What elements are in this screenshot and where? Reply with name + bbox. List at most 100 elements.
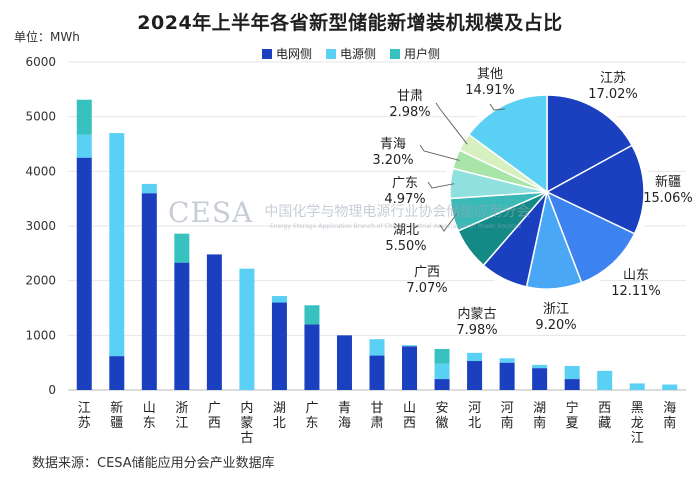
bar-segment <box>467 361 483 390</box>
legend-label-grid: 电网侧 <box>276 47 313 61</box>
x-tick-label: 湖 <box>273 401 286 416</box>
x-tick-label: 江 <box>631 431 644 446</box>
bar-segment <box>499 358 515 363</box>
pie-percent-label: 9.20% <box>535 318 576 333</box>
x-tick-label: 肃 <box>370 416 383 431</box>
x-tick-label: 西 <box>598 401 611 416</box>
pie-slice <box>545 144 645 235</box>
bar-segment <box>271 302 287 390</box>
legend-item-grid: 电网侧 <box>262 45 312 62</box>
x-tick-label: 南 <box>533 415 546 431</box>
x-tick-label: 东 <box>305 416 318 431</box>
bar-segment <box>369 339 385 356</box>
x-tick-label: 青 <box>338 401 351 416</box>
x-tick-label: 南 <box>501 415 514 431</box>
x-tick-label: 海 <box>663 401 676 416</box>
pie-percent-label: 4.97% <box>384 192 425 207</box>
pie-percent-label: 2.98% <box>389 105 430 120</box>
x-tick-label: 江 <box>175 416 188 431</box>
bar-segment <box>434 349 450 364</box>
watermark-text: 中国化学与物理电源行业协会储能应用分会 <box>264 204 531 220</box>
x-tick-label: 广 <box>305 401 318 416</box>
x-tick-label: 藏 <box>598 416 611 431</box>
pie-slice <box>545 190 636 284</box>
x-tick-label: 河 <box>468 401 481 416</box>
bar-segment <box>206 254 222 390</box>
x-tick-label: 海 <box>338 416 351 431</box>
pie-percent-label: 7.98% <box>456 323 497 338</box>
legend-swatch-user <box>390 48 401 59</box>
x-tick-label: 山 <box>403 401 416 416</box>
bar-segment <box>109 133 125 357</box>
pie-label: 广东 <box>392 176 418 191</box>
pie-percent-label: 12.11% <box>611 284 661 299</box>
pie-label: 青海 <box>380 137 406 152</box>
bar-segment <box>174 262 190 390</box>
legend-swatch-grid <box>262 48 272 59</box>
x-tick-label: 蒙 <box>240 416 253 431</box>
bar-segment <box>597 370 613 390</box>
bar-segment <box>336 335 352 390</box>
x-tick-label: 北 <box>273 416 286 431</box>
pie-leader-line <box>419 144 460 161</box>
chart-title: 2024年上半年各省新型储能新增装机规模及占比 <box>137 12 563 34</box>
x-tick-label: 山 <box>143 401 156 416</box>
watermark-logo: CESA <box>168 196 254 229</box>
legend-label-user: 用户侧 <box>404 47 441 61</box>
pie-leader-line <box>439 213 458 232</box>
x-tick-label: 浙 <box>175 401 188 416</box>
bar-segment <box>532 368 548 390</box>
pie-percent-label: 14.91% <box>465 83 515 98</box>
bar-segment <box>434 363 450 380</box>
pie-label: 内蒙古 <box>457 306 496 322</box>
bar-segment <box>532 364 548 369</box>
watermark-subtext: Energy Storage Application Branch of Chi… <box>270 223 522 230</box>
y-tick-label: 2000 <box>25 274 56 288</box>
pie-percent-label: 15.06% <box>643 191 693 206</box>
bar-segment <box>141 193 157 390</box>
x-tick-label: 安 <box>436 401 449 416</box>
x-tick-label: 龙 <box>631 416 644 431</box>
x-tick-label: 疆 <box>110 416 123 431</box>
bar-segment <box>76 134 92 158</box>
pie-label: 湖北 <box>393 223 419 238</box>
x-tick-label: 徽 <box>436 416 449 431</box>
x-tick-label: 黑 <box>631 401 644 416</box>
y-axis-unit: 单位：MWh <box>14 30 80 44</box>
bar-segment <box>76 157 92 390</box>
bar-segment <box>304 324 320 390</box>
x-tick-label: 广 <box>208 401 221 416</box>
bar-segment <box>564 365 580 380</box>
bar-segment <box>402 345 418 347</box>
legend-item-user: 用户侧 <box>390 45 440 62</box>
bar-segment <box>499 362 515 390</box>
pie-label: 山东 <box>623 268 649 283</box>
pie-label: 其他 <box>477 67 503 82</box>
x-tick-label: 西 <box>208 416 221 431</box>
pie-leader-line <box>427 181 455 189</box>
watermark: CESA 中国化学与物理电源行业协会储能应用分会 Energy Storage … <box>168 196 530 230</box>
y-tick-label: 0 <box>48 383 56 397</box>
x-tick-label: 夏 <box>566 416 579 431</box>
y-tick-label: 6000 <box>25 55 56 69</box>
pie-label: 浙江 <box>543 302 569 317</box>
legend-item-source: 电源侧 <box>326 45 376 62</box>
pie-slice <box>546 94 634 194</box>
x-tick-label: 南 <box>663 415 676 431</box>
legend: 电网侧 电源侧 用户侧 <box>262 45 440 62</box>
y-tick-label: 4000 <box>25 164 56 178</box>
bar-segment <box>467 352 483 362</box>
x-tick-label: 东 <box>143 416 156 431</box>
bar-segment <box>141 183 157 194</box>
x-tick-label: 苏 <box>78 415 91 431</box>
bar-segment <box>239 268 255 390</box>
legend-swatch-source <box>326 48 337 59</box>
x-tick-label: 湖 <box>533 401 546 416</box>
x-tick-label: 新 <box>110 400 123 416</box>
bar-segment <box>629 383 645 390</box>
bar-segment <box>402 346 418 390</box>
pie-leader-line <box>435 102 468 145</box>
x-tick-label: 内 <box>240 400 253 416</box>
x-tick-label: 江 <box>78 401 91 416</box>
pie-percent-label: 3.20% <box>372 153 413 168</box>
